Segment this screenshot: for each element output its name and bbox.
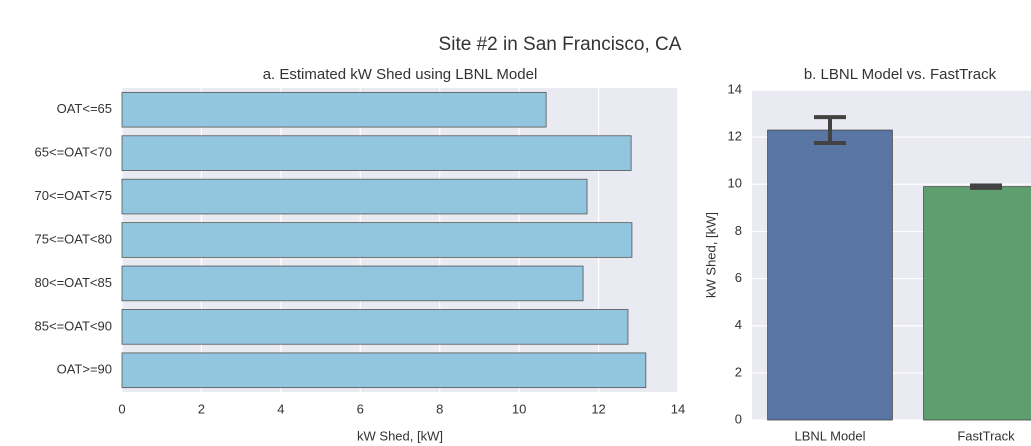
bar (767, 129, 893, 421)
y-tick-label: 80<=OAT<85 (35, 275, 112, 290)
bar (121, 178, 588, 215)
chart-title: a. Estimated kW Shed using LBNL Model (263, 66, 538, 83)
x-tick-label: FastTrack (957, 428, 1015, 443)
y-tick-label: OAT<=65 (57, 101, 112, 116)
x-tick-label: 4 (277, 401, 284, 416)
bar (121, 91, 547, 128)
bar (121, 265, 584, 302)
x-tick-label: 6 (357, 401, 364, 416)
figure-title: Site #2 in San Francisco, CA (439, 34, 682, 55)
chart-title: b. LBNL Model vs. FastTrack (804, 66, 997, 83)
y-tick-label: OAT>=90 (57, 362, 112, 377)
x-tick-label: 8 (436, 401, 443, 416)
y-tick-label: 65<=OAT<70 (35, 145, 112, 160)
bar (121, 135, 632, 171)
x-tick-label: 0 (118, 401, 125, 416)
y-tick-label: 70<=OAT<75 (35, 188, 112, 203)
bar (923, 186, 1031, 421)
x-tick-label: 14 (671, 401, 685, 416)
bar (121, 352, 647, 389)
bar (121, 309, 629, 345)
y-tick-label: 85<=OAT<90 (35, 318, 112, 333)
y-tick-label: 6 (735, 270, 742, 285)
y-tick-label: 4 (735, 317, 742, 332)
x-axis-label: kW Shed, [kW] (357, 428, 443, 443)
y-tick-label: 0 (735, 411, 742, 426)
x-tick-label: LBNL Model (794, 428, 865, 443)
bar (121, 222, 633, 258)
x-tick-label: 12 (591, 401, 605, 416)
y-tick-label: 2 (735, 364, 742, 379)
y-tick-label: 14 (728, 81, 742, 96)
x-tick-label: 10 (512, 401, 526, 416)
y-tick-label: 8 (735, 223, 742, 238)
y-tick-label: 10 (728, 176, 742, 191)
y-tick-label: 12 (728, 129, 742, 144)
y-tick-label: 75<=OAT<80 (35, 231, 112, 246)
y-axis-label: kW Shed, [kW] (703, 212, 718, 298)
x-tick-label: 2 (198, 401, 205, 416)
